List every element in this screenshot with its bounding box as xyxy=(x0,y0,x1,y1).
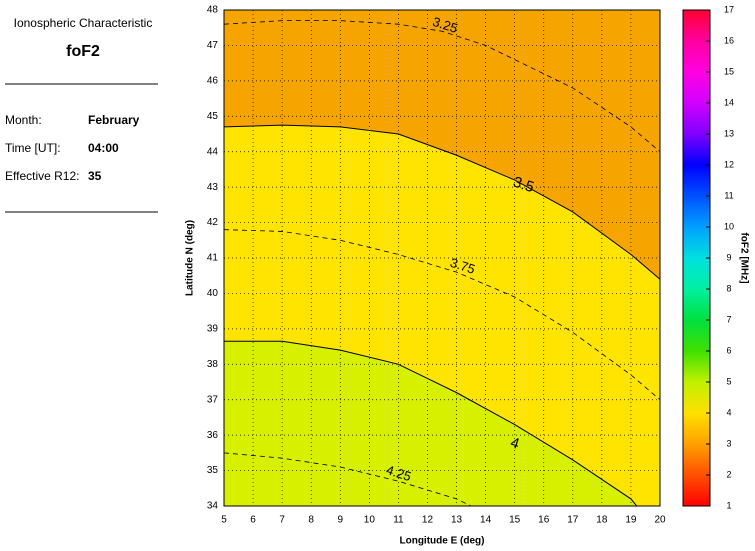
y-tick-label: 42 xyxy=(207,217,219,228)
y-tick-label: 39 xyxy=(207,323,219,334)
x-tick-label: 15 xyxy=(509,515,521,526)
y-tick-label: 46 xyxy=(207,75,219,86)
field-value: 35 xyxy=(88,169,102,183)
colorbar-tick-label: 1 xyxy=(726,500,731,510)
y-tick-label: 35 xyxy=(207,465,219,476)
x-tick-label: 9 xyxy=(337,515,343,526)
y-tick-label: 44 xyxy=(207,146,219,157)
contour-label: 3.5 xyxy=(511,174,536,197)
y-tick-label: 45 xyxy=(207,111,219,122)
colorbar-tick-label: 5 xyxy=(726,376,731,386)
x-tick-label: 13 xyxy=(451,515,463,526)
y-tick-label: 34 xyxy=(207,501,219,512)
x-tick-label: 20 xyxy=(654,515,666,526)
x-tick-label: 14 xyxy=(480,515,492,526)
x-tick-label: 11 xyxy=(393,515,404,526)
colorbar-label: foF2 [MHz] xyxy=(738,232,749,283)
x-tick-label: 19 xyxy=(625,515,637,526)
contour-line xyxy=(223,20,661,153)
colorbar-tick-label: 11 xyxy=(724,190,733,200)
field-label: Effective R12: xyxy=(5,169,79,183)
colorbar-tick-label: 10 xyxy=(724,221,734,231)
colorbar-tick-label: 2 xyxy=(726,469,731,479)
colorbar-tick-label: 6 xyxy=(726,345,731,355)
x-tick-label: 16 xyxy=(538,515,550,526)
contour-line xyxy=(223,229,661,401)
plot-frame xyxy=(223,9,661,507)
contour-line xyxy=(224,340,638,507)
field-value: February xyxy=(88,113,140,127)
colorbar-tick-label: 3 xyxy=(726,438,731,448)
contour-label: 3.75 xyxy=(448,255,477,277)
x-tick-label: 5 xyxy=(221,515,227,526)
y-tick-label: 48 xyxy=(207,5,219,16)
x-tick-label: 12 xyxy=(422,515,434,526)
field-label: Month: xyxy=(5,113,42,127)
y-tick-label: 43 xyxy=(207,182,219,193)
x-tick-label: 17 xyxy=(567,515,579,526)
y-tick-label: 47 xyxy=(207,40,219,51)
region xyxy=(224,10,660,506)
colorbar-tick-label: 4 xyxy=(726,407,731,417)
x-tick-label: 18 xyxy=(596,515,608,526)
colorbar-tick-label: 16 xyxy=(724,35,734,45)
x-tick-label: 10 xyxy=(364,515,376,526)
contour-line xyxy=(223,124,661,280)
characteristic: foF2 xyxy=(66,43,100,60)
colorbar-tick-label: 7 xyxy=(726,314,731,324)
region xyxy=(224,341,660,506)
region xyxy=(224,125,660,507)
y-tick-label: 38 xyxy=(207,359,219,370)
colorbar-tick-label: 15 xyxy=(724,66,734,76)
colorbar-tick-label: 13 xyxy=(724,128,734,138)
colorbar-tick-label: 9 xyxy=(726,252,731,262)
y-tick-label: 40 xyxy=(207,288,219,299)
y-axis-label: Latitude N (deg) xyxy=(185,220,196,296)
x-tick-label: 6 xyxy=(250,515,256,526)
field-label: Time [UT]: xyxy=(5,141,61,155)
colorbar xyxy=(682,9,711,507)
colorbar-tick-label: 17 xyxy=(724,4,734,14)
x-tick-label: 7 xyxy=(279,515,285,526)
contour-label: 3.25 xyxy=(431,14,460,36)
x-tick-label: 8 xyxy=(308,515,314,526)
y-tick-label: 36 xyxy=(207,430,219,441)
field-value: 04:00 xyxy=(88,141,119,155)
y-tick-label: 41 xyxy=(207,253,219,264)
colorbar-tick-label: 8 xyxy=(726,283,731,293)
colorbar-tick-label: 14 xyxy=(724,97,734,107)
colorbar-tick-label: 12 xyxy=(724,159,734,169)
x-axis-label: Longitude E (deg) xyxy=(400,536,485,547)
panel-heading: Ionospheric Characteristic xyxy=(14,16,153,30)
y-tick-label: 37 xyxy=(207,394,219,405)
contour-label: 4.25 xyxy=(384,462,413,484)
